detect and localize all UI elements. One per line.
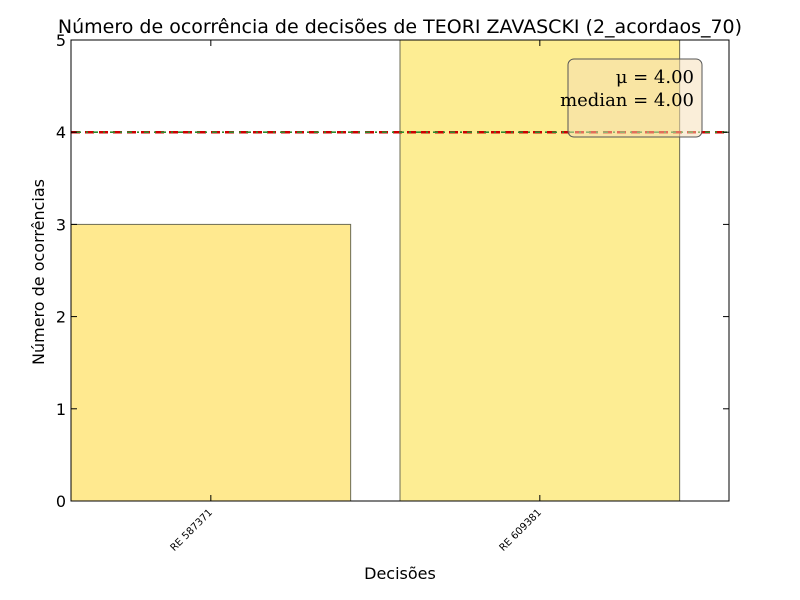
- y-axis: 0 1 2 3 4 5: [56, 31, 729, 511]
- chart-title: Número de ocorrência de decisões de TEOR…: [58, 16, 742, 38]
- plot-frame: [70, 39, 730, 502]
- y-tick-label: 2: [56, 308, 66, 327]
- y-tick-label: 4: [56, 123, 66, 142]
- y-axis-label: Número de ocorrências: [29, 179, 48, 365]
- median-annotation: median = 4.00: [560, 90, 694, 111]
- y-tick-label: 0: [56, 492, 66, 511]
- x-axis-label: Decisões: [364, 564, 436, 583]
- stats-box-background: [567, 58, 703, 138]
- mean-annotation: μ = 4.00: [616, 67, 694, 88]
- bar-re-587371: [70, 223, 352, 502]
- x-tick-label: RE 587371: [169, 507, 215, 553]
- stats-box: μ = 4.00 median = 4.00: [560, 58, 703, 138]
- y-tick-label: 5: [56, 31, 66, 50]
- y-tick-label: 1: [56, 400, 66, 419]
- y-tick-label: 3: [56, 215, 66, 234]
- x-tick-label: RE 609381: [498, 507, 544, 553]
